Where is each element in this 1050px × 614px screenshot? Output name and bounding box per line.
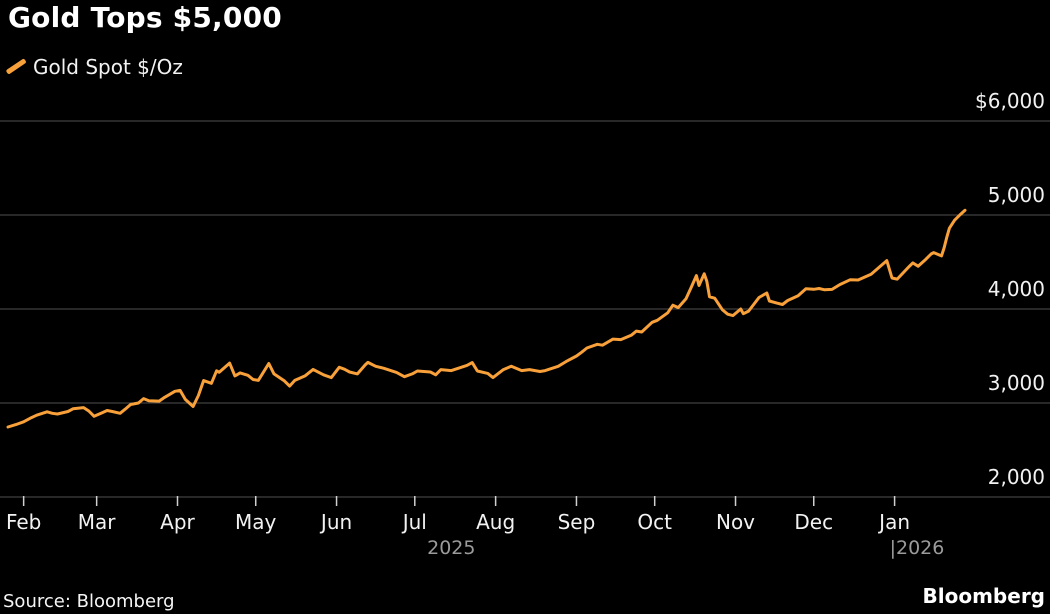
year-label-2026: |2026 xyxy=(889,537,945,559)
y-axis-tick-label: 4,000 xyxy=(987,277,1045,301)
bloomberg-logo: Bloomberg xyxy=(922,584,1045,608)
legend-series-label: Gold Spot $/Oz xyxy=(33,55,183,79)
y-axis-tick-label: 3,000 xyxy=(987,371,1045,395)
x-axis-month-label: Jun xyxy=(320,510,353,534)
x-axis-month-label: Jul xyxy=(402,510,427,534)
x-axis-month-label: Aug xyxy=(476,510,516,534)
x-axis-month-label: Oct xyxy=(637,510,672,534)
chart-title: Gold Tops $5,000 xyxy=(8,1,282,34)
x-axis-month-label: Jan xyxy=(879,510,911,534)
y-axis-tick-label: 2,000 xyxy=(987,465,1045,489)
x-axis-month-label: Dec xyxy=(794,510,834,534)
x-axis-month-label: May xyxy=(235,510,277,534)
x-axis-month-label: Nov xyxy=(715,510,756,534)
year-label-2025: 2025 xyxy=(427,537,476,559)
x-axis-month-label: Mar xyxy=(77,510,116,534)
x-axis-month-label: Apr xyxy=(160,510,195,534)
x-axis-month-label: Sep xyxy=(557,510,596,534)
y-axis-tick-label: $6,000 xyxy=(975,89,1045,113)
y-axis-tick-label: 5,000 xyxy=(987,183,1045,207)
source-attribution: Source: Bloomberg xyxy=(3,591,175,612)
x-axis-month-label: Feb xyxy=(5,510,42,534)
gold-spot-line xyxy=(6,208,967,429)
